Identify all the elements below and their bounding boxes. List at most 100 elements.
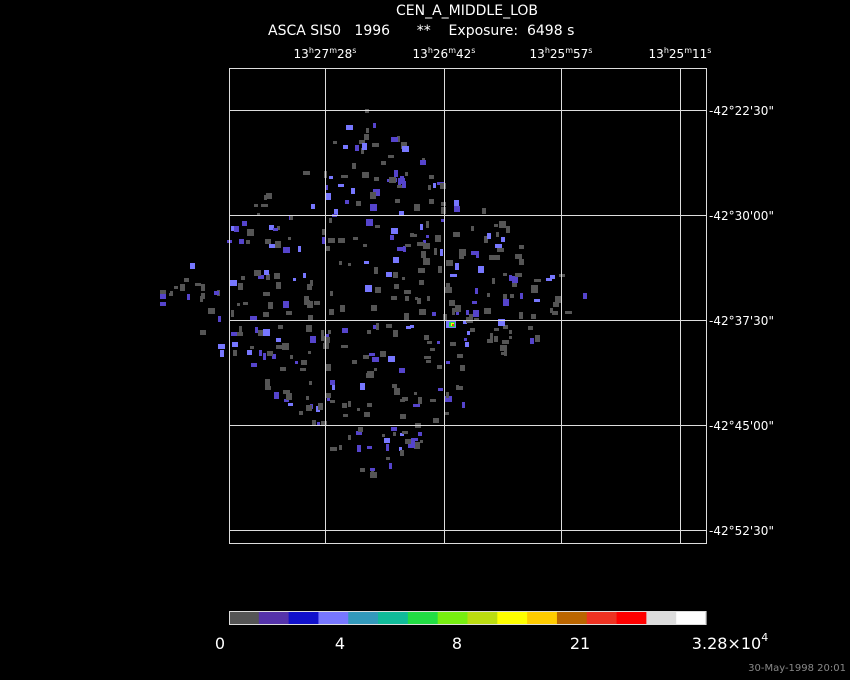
pixel: [450, 342, 456, 346]
pixel: [457, 354, 463, 358]
pixel: [264, 270, 269, 275]
pixel: [471, 226, 474, 231]
ra-value: 11: [692, 47, 707, 61]
pixel: [519, 245, 524, 249]
pixel: [342, 403, 347, 408]
pixel: [288, 403, 293, 406]
pixel: [201, 293, 205, 299]
pixel: [430, 348, 435, 351]
pixel: [372, 357, 379, 362]
pixel: [519, 312, 523, 319]
pixel: [459, 249, 466, 256]
pixel: [306, 405, 312, 411]
pixel: [328, 238, 335, 243]
dec-label: -42°45'00": [709, 419, 774, 433]
pixel: [429, 199, 434, 204]
ra-unit: m: [684, 46, 692, 55]
pixel: [266, 193, 272, 199]
pixel: [367, 446, 372, 449]
pixel: [496, 232, 499, 237]
pixel: [402, 397, 408, 401]
pixel: [471, 251, 477, 255]
pixel: [237, 303, 240, 306]
pixel: [310, 336, 316, 343]
pixel: [201, 284, 205, 291]
ra-value: 13: [413, 47, 428, 61]
pixel: [494, 328, 499, 331]
pixel: [420, 440, 423, 443]
pixel: [230, 280, 237, 286]
pixel: [446, 283, 450, 288]
pixel: [546, 278, 552, 281]
colorbar-segment: [616, 611, 647, 625]
ra-unit: h: [309, 46, 314, 55]
colorbar-segment: [497, 611, 528, 625]
pixel: [550, 275, 555, 279]
pixel: [330, 380, 335, 385]
pixel: [531, 285, 538, 288]
pixel: [250, 316, 257, 321]
pixel: [241, 276, 245, 280]
pixel: [325, 246, 330, 251]
pixel: [263, 292, 270, 296]
pixel: [410, 233, 414, 236]
pixel: [418, 268, 425, 273]
pixel: [510, 294, 514, 298]
pixel: [553, 302, 559, 307]
ra-value: 42: [456, 47, 471, 61]
pixel: [419, 309, 426, 315]
pixel: [535, 335, 540, 342]
pixel: [306, 325, 312, 332]
pixel: [218, 344, 225, 349]
pixel: [492, 278, 495, 284]
pixel: [370, 192, 376, 199]
pixel: [338, 184, 344, 187]
pixel: [254, 204, 258, 207]
colorbar-segment: [229, 611, 260, 625]
pixel: [375, 287, 381, 293]
ra-value: 13: [649, 47, 664, 61]
pixel: [238, 283, 243, 290]
pixel: [391, 228, 398, 234]
pixel: [405, 439, 411, 444]
pixel: [293, 278, 296, 281]
pixel: [263, 353, 266, 360]
colorbar-segment: [378, 611, 409, 625]
exponent: 4: [761, 631, 768, 644]
pixel: [501, 352, 505, 355]
pixel: [400, 433, 404, 436]
pixel: [420, 224, 423, 230]
dec-label: -42°30'00": [709, 209, 774, 223]
pixel: [269, 244, 275, 248]
pixel: [373, 189, 380, 196]
pixel: [321, 336, 325, 341]
pixel: [160, 294, 166, 299]
pixel: [418, 432, 422, 436]
pixel: [495, 255, 500, 260]
pixel: [278, 325, 283, 329]
pixel: [373, 123, 376, 128]
pixel: [444, 412, 449, 415]
pixel: [405, 244, 411, 247]
pixel: [357, 408, 360, 411]
pixel: [531, 287, 538, 293]
pixel: [438, 388, 443, 391]
pixel: [332, 385, 335, 390]
pixel: [512, 280, 517, 287]
colorbar-segment: [437, 611, 468, 625]
pixel: [406, 326, 411, 329]
pixel: [583, 293, 587, 299]
pixel: [437, 365, 442, 369]
pixel: [386, 324, 392, 328]
pixel: [446, 361, 450, 364]
pixel: [550, 308, 553, 313]
pixel: [432, 312, 436, 316]
pixel: [272, 354, 276, 359]
pixel: [473, 310, 479, 317]
ra-value: 25: [669, 47, 684, 61]
pixel: [449, 300, 455, 306]
pixel: [390, 235, 394, 240]
pixel: [391, 137, 398, 142]
pixel: [339, 261, 342, 265]
pixel: [370, 468, 375, 471]
